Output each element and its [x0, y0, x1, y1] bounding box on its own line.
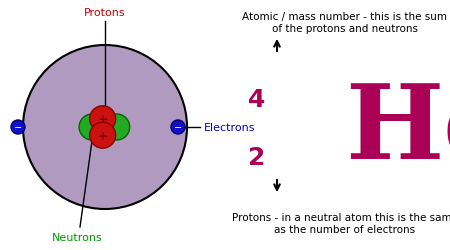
Circle shape [11, 120, 25, 134]
Circle shape [104, 114, 130, 140]
Text: He: He [345, 79, 450, 180]
Circle shape [90, 106, 116, 132]
Text: Neutrons: Neutrons [52, 232, 103, 242]
Text: Protons: Protons [84, 8, 126, 18]
Text: +: + [97, 113, 108, 126]
Text: Atomic / mass number - this is the sum: Atomic / mass number - this is the sum [243, 12, 447, 22]
Text: as the number of electrons: as the number of electrons [274, 224, 415, 234]
Text: −: − [14, 122, 22, 132]
Text: +: + [97, 129, 108, 142]
Circle shape [171, 120, 185, 134]
Circle shape [23, 46, 187, 209]
Text: 2: 2 [248, 146, 265, 169]
Text: Protons - in a neutral atom this is the same: Protons - in a neutral atom this is the … [232, 212, 450, 222]
Circle shape [79, 114, 105, 140]
Circle shape [90, 123, 116, 148]
Text: −: − [174, 122, 182, 132]
Text: 4: 4 [248, 88, 265, 112]
Text: of the protons and neutrons: of the protons and neutrons [272, 24, 418, 34]
Text: Electrons: Electrons [204, 122, 256, 132]
